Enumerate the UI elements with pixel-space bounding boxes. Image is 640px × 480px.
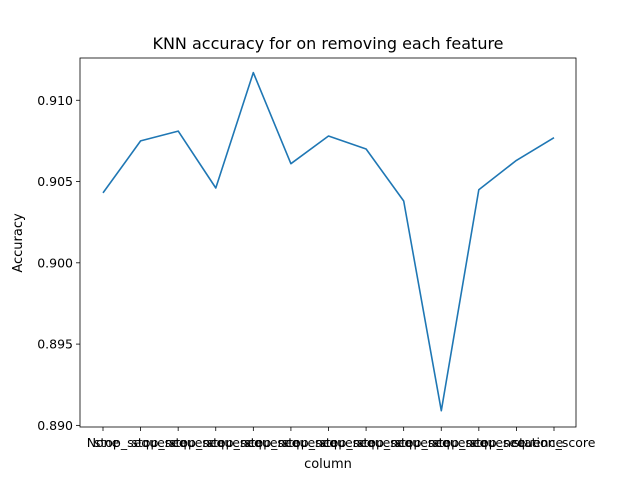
x-tick-label: stop_sequence xyxy=(131,435,225,450)
x-tick-label: None xyxy=(87,435,120,450)
series-line xyxy=(102,71,555,412)
y-tick-label: 0.910 xyxy=(37,93,73,108)
x-tick-label: station_score xyxy=(513,435,596,450)
chart-title: KNN accuracy for on removing each featur… xyxy=(152,34,503,53)
x-tick-label: stop_sequence xyxy=(94,435,188,450)
x-tick-label: stop_sequence xyxy=(319,435,413,450)
x-tick-label: stop_sequence xyxy=(432,435,526,450)
x-tick-label: stop_sequence xyxy=(282,435,376,450)
y-tick-label: 0.890 xyxy=(37,418,73,433)
y-tick-label: 0.900 xyxy=(37,255,73,270)
x-tick-label: stop_sequence xyxy=(207,435,301,450)
x-tick-label: stop_sequence xyxy=(357,435,451,450)
y-tick-label: 0.905 xyxy=(37,174,73,189)
axes-frame xyxy=(79,57,577,428)
x-tick-label: stop_sequence xyxy=(470,435,564,450)
y-axis-label: Accuracy xyxy=(11,213,26,273)
x-tick-label: stop_sequence xyxy=(395,435,489,450)
x-tick-label: stop_sequence xyxy=(169,435,263,450)
plot-area: 0.8900.8950.9000.9050.910Nonestop_sequen… xyxy=(37,57,596,450)
y-tick-label: 0.895 xyxy=(37,337,73,352)
x-axis-label: column xyxy=(304,457,352,472)
x-tick-label: stop_sequence xyxy=(244,435,338,450)
